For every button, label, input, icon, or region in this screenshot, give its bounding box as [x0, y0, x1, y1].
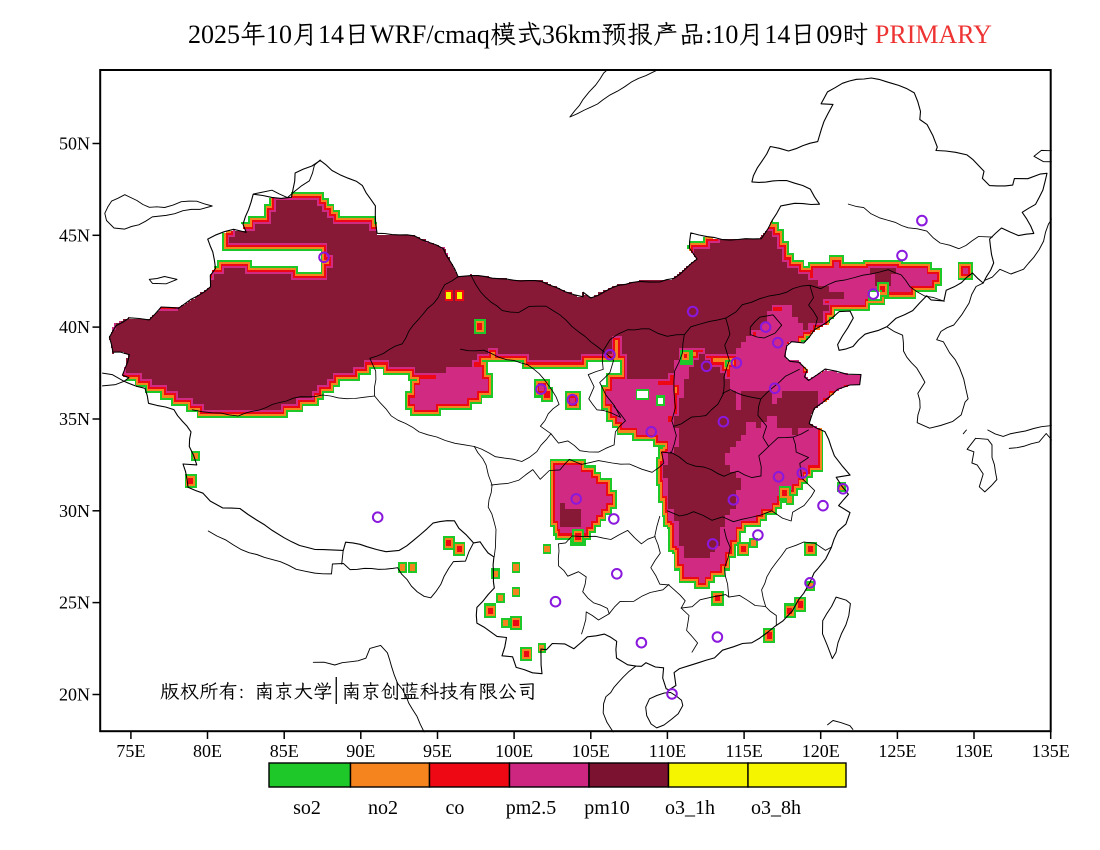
svg-text:so2: so2	[293, 797, 321, 819]
svg-text:pm10: pm10	[584, 797, 630, 819]
svg-text:no2: no2	[368, 797, 398, 819]
svg-text:105E: 105E	[572, 741, 610, 761]
svg-text:120E: 120E	[802, 741, 840, 761]
svg-text:35N: 35N	[59, 409, 90, 429]
svg-text:95E: 95E	[423, 741, 452, 761]
svg-text:125E: 125E	[878, 741, 916, 761]
svg-text:20N: 20N	[59, 685, 90, 705]
svg-text:135E: 135E	[1032, 741, 1070, 761]
svg-text:50N: 50N	[59, 134, 90, 154]
svg-text:30N: 30N	[59, 501, 90, 521]
svg-text:75E: 75E	[116, 741, 145, 761]
svg-text:110E: 110E	[649, 741, 686, 761]
svg-text:80E: 80E	[193, 741, 222, 761]
svg-text:45N: 45N	[59, 225, 90, 245]
svg-text:co: co	[446, 797, 465, 819]
svg-text:25N: 25N	[59, 593, 90, 613]
svg-text:100E: 100E	[495, 741, 533, 761]
svg-text:115E: 115E	[725, 741, 762, 761]
svg-text:85E: 85E	[270, 741, 299, 761]
svg-text:90E: 90E	[346, 741, 375, 761]
svg-text:40N: 40N	[59, 317, 90, 337]
svg-text:o3_8h: o3_8h	[751, 797, 801, 819]
svg-text:130E: 130E	[955, 741, 993, 761]
svg-text:pm2.5: pm2.5	[506, 797, 557, 819]
svg-text:o3_1h: o3_1h	[665, 797, 715, 819]
